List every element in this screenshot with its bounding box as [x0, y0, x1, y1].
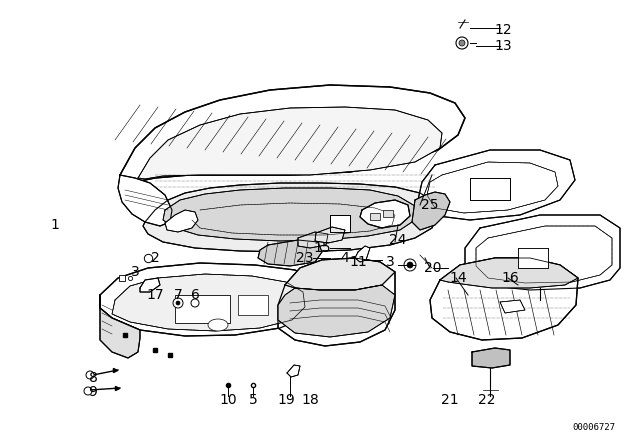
Text: 21: 21 — [441, 393, 459, 407]
Text: 12: 12 — [494, 23, 512, 37]
Circle shape — [191, 299, 199, 307]
Polygon shape — [315, 227, 345, 243]
Polygon shape — [465, 215, 620, 290]
Polygon shape — [355, 246, 370, 262]
Bar — [238, 295, 268, 315]
Text: 19: 19 — [277, 393, 295, 407]
Polygon shape — [140, 278, 160, 292]
Text: 10: 10 — [219, 393, 237, 407]
Polygon shape — [165, 210, 198, 232]
Polygon shape — [285, 258, 395, 290]
Text: 22: 22 — [478, 393, 496, 407]
Text: 7: 7 — [173, 288, 182, 302]
Polygon shape — [138, 107, 442, 179]
Text: 25: 25 — [421, 198, 439, 212]
Text: 3: 3 — [131, 265, 140, 279]
Bar — [175, 295, 230, 323]
Polygon shape — [258, 240, 322, 266]
Circle shape — [176, 301, 180, 305]
Polygon shape — [100, 295, 140, 358]
Ellipse shape — [208, 319, 228, 331]
Circle shape — [84, 387, 92, 395]
Text: 4: 4 — [340, 251, 349, 265]
Text: 24: 24 — [389, 233, 407, 247]
Polygon shape — [112, 274, 305, 331]
Polygon shape — [278, 258, 395, 346]
Polygon shape — [118, 175, 172, 226]
Polygon shape — [470, 178, 510, 200]
Text: 17: 17 — [146, 288, 164, 302]
Text: 13: 13 — [494, 39, 512, 53]
Polygon shape — [518, 248, 548, 268]
Bar — [370, 213, 380, 220]
Polygon shape — [278, 285, 395, 337]
Polygon shape — [298, 232, 328, 248]
Text: 23: 23 — [296, 251, 314, 265]
Polygon shape — [472, 348, 510, 368]
Text: 9: 9 — [88, 385, 97, 399]
Text: 8: 8 — [88, 371, 97, 385]
Polygon shape — [330, 215, 350, 232]
Polygon shape — [418, 150, 575, 220]
Polygon shape — [360, 200, 410, 228]
Text: 11: 11 — [349, 255, 367, 269]
Polygon shape — [500, 300, 525, 313]
Text: 5: 5 — [248, 393, 257, 407]
Text: 2: 2 — [150, 251, 159, 265]
Text: 18: 18 — [301, 393, 319, 407]
Circle shape — [459, 40, 465, 46]
Text: 14: 14 — [449, 271, 467, 285]
Bar — [383, 210, 393, 217]
Polygon shape — [120, 85, 465, 190]
Polygon shape — [287, 365, 300, 377]
Text: 00006727: 00006727 — [572, 423, 615, 432]
Text: 6: 6 — [191, 288, 200, 302]
Text: 3: 3 — [386, 255, 394, 269]
Circle shape — [173, 298, 183, 308]
Text: 1: 1 — [51, 218, 60, 232]
Polygon shape — [412, 192, 450, 230]
Text: 16: 16 — [501, 271, 519, 285]
Circle shape — [86, 371, 94, 379]
Polygon shape — [100, 263, 320, 336]
Circle shape — [404, 259, 416, 271]
Polygon shape — [163, 188, 415, 241]
Polygon shape — [440, 258, 578, 288]
Text: 15: 15 — [313, 241, 331, 255]
Text: 20: 20 — [424, 261, 442, 275]
Circle shape — [407, 262, 413, 268]
Circle shape — [456, 37, 468, 49]
Polygon shape — [143, 183, 438, 252]
Polygon shape — [430, 258, 578, 340]
